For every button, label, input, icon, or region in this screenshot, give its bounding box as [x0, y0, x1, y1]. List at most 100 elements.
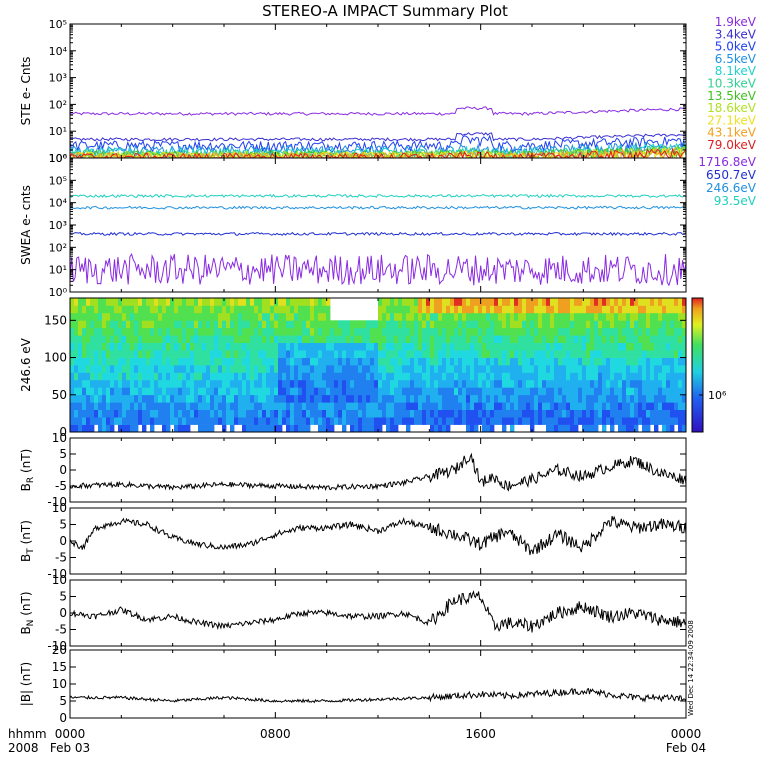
pad-cell [406, 312, 411, 321]
pad-cell [274, 387, 279, 396]
pad-cell [618, 394, 623, 403]
pad-cell [626, 342, 631, 351]
pad-cell [306, 417, 311, 425]
pad-cell [202, 305, 207, 314]
pad-cell [74, 402, 79, 410]
pad-cell [570, 417, 575, 425]
pad-cell [306, 327, 311, 336]
pad-cell [158, 335, 163, 343]
pad-cell [502, 335, 507, 343]
pad-cell [418, 350, 423, 358]
pad-cell [94, 372, 99, 381]
pad-cell [510, 327, 515, 336]
plot-title: STEREO-A IMPACT Summary Plot [262, 2, 508, 20]
pad-cell [86, 409, 91, 418]
pad-cell [678, 365, 683, 373]
pad-cell [386, 365, 391, 373]
pad-cell [466, 342, 471, 351]
pad-cell [310, 417, 315, 425]
pad-cell [534, 305, 539, 314]
pad-cell [302, 298, 307, 306]
pad-cell [566, 372, 571, 381]
pad-cell [402, 387, 407, 396]
pad-cell [494, 409, 499, 418]
pad-cell [318, 394, 323, 403]
pad-cell [670, 365, 675, 373]
pad-cell [362, 394, 367, 403]
pad-cell [98, 342, 103, 351]
pad-cell [518, 320, 523, 329]
pad-cell [366, 357, 371, 366]
pad-cell [98, 312, 103, 321]
pad-cell [438, 298, 443, 306]
pad-cell [674, 379, 679, 388]
pad-cell [74, 327, 79, 336]
pad-cell [242, 409, 247, 418]
pad-cell [466, 365, 471, 373]
pad-cell [478, 409, 483, 418]
pad-cell [614, 365, 619, 373]
pad-cell [254, 298, 259, 306]
pad-cell [342, 394, 347, 403]
pad-cell [634, 327, 639, 336]
pad-cell [406, 372, 411, 381]
pad-cell [290, 417, 295, 425]
pad-cell [110, 298, 115, 306]
pad-cell [590, 365, 595, 373]
pad-cell [114, 372, 119, 381]
pad-cell [198, 335, 203, 343]
pad-cell [390, 320, 395, 329]
pad-cell [430, 372, 435, 381]
pad-cell [266, 387, 271, 396]
pad-cell [638, 298, 643, 306]
pad-cell [242, 365, 247, 373]
pad-cell [394, 424, 399, 432]
pad-cell [286, 305, 291, 314]
pad-cell [426, 335, 431, 343]
pad-cell [254, 417, 259, 425]
pad-cell [210, 342, 215, 351]
pad-cell [666, 342, 671, 351]
pad-cell [346, 350, 351, 358]
pad-cell [138, 342, 143, 351]
pad-cell [634, 357, 639, 366]
pad-cell [438, 394, 443, 403]
pad-cell [470, 305, 475, 314]
pad-cell [414, 320, 419, 329]
pad-cell [466, 402, 471, 410]
pad-cell [646, 350, 651, 358]
pad-cell [282, 379, 287, 388]
pad-cell [538, 417, 543, 425]
pad-cell [274, 327, 279, 336]
pad-cell [386, 409, 391, 418]
pad-cell [406, 342, 411, 351]
pad-cell [234, 312, 239, 321]
pad-cell [78, 335, 83, 343]
pad-cell [678, 394, 683, 403]
pad-cell [410, 298, 415, 306]
pad-cell [350, 350, 355, 358]
pad-cell [274, 350, 279, 358]
pad-cell [250, 394, 255, 403]
pad-cell [586, 424, 591, 432]
pad-cell [306, 298, 311, 306]
pad-cell [678, 417, 683, 425]
pad-cell [674, 350, 679, 358]
pad-cell [194, 394, 199, 403]
pad-cell [162, 379, 167, 388]
ste-legend-entry: 8.1keV [715, 64, 757, 78]
pad-cell [354, 387, 359, 396]
pad-cell [378, 379, 383, 388]
pad-cell [274, 372, 279, 381]
pad-cell [542, 342, 547, 351]
pad-cell [422, 357, 427, 366]
pad-cell [614, 357, 619, 366]
pad-cell [682, 379, 686, 388]
pad-cell [570, 312, 575, 321]
pad-cell [234, 327, 239, 336]
pad-cell [638, 327, 643, 336]
pad-cell [218, 350, 223, 358]
pad-cell [474, 365, 479, 373]
pad-cell [350, 320, 355, 329]
pad-cell [358, 365, 363, 373]
